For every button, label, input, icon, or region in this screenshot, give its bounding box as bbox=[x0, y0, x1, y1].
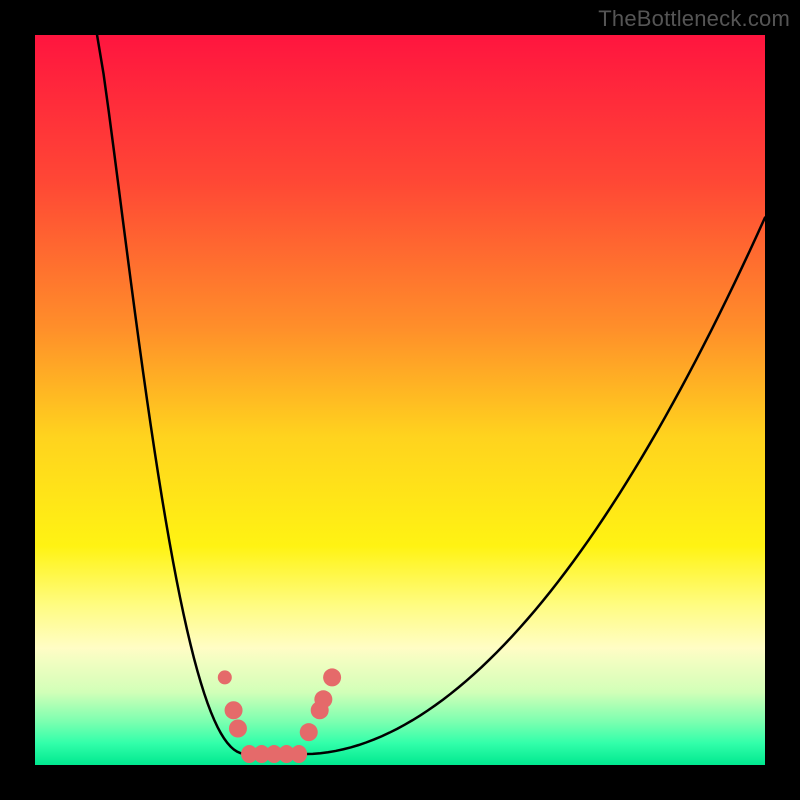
bottleneck-chart bbox=[0, 0, 800, 800]
left-branch-marker bbox=[218, 670, 232, 684]
watermark-text: TheBottleneck.com bbox=[598, 6, 790, 32]
floor-marker bbox=[291, 745, 307, 763]
right-branch-marker bbox=[300, 723, 318, 741]
gradient-background bbox=[35, 35, 765, 765]
left-branch-marker bbox=[229, 720, 247, 738]
chart-container: TheBottleneck.com bbox=[0, 0, 800, 800]
right-branch-marker bbox=[323, 668, 341, 686]
right-branch-marker bbox=[314, 690, 332, 708]
left-branch-marker bbox=[225, 701, 243, 719]
